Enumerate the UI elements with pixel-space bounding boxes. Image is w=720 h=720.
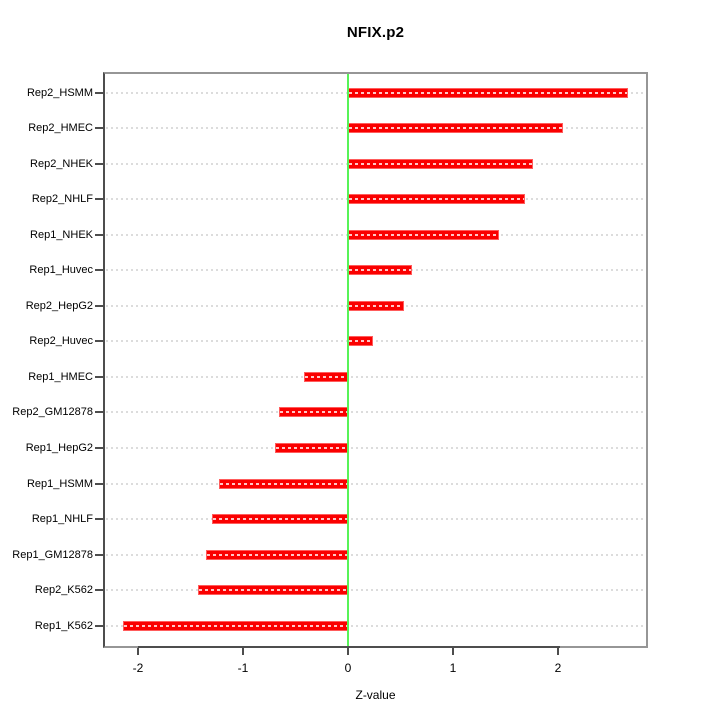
row-guide-line	[106, 340, 645, 343]
bar-guide-dashes	[349, 127, 563, 130]
bar-guide-dashes	[349, 304, 403, 307]
x-tick-label: 1	[449, 661, 457, 675]
y-tick-label: Rep2_HMEC	[28, 122, 93, 135]
x-axis-tick	[347, 648, 349, 655]
x-tick-label: -2	[132, 661, 144, 675]
bar	[348, 158, 533, 169]
y-axis-tick	[95, 162, 103, 165]
bar-guide-dashes	[279, 411, 347, 414]
bar	[211, 514, 348, 525]
bar	[348, 300, 404, 311]
chart-title: NFIX.p2	[346, 24, 405, 41]
x-tick-label: 2	[554, 661, 562, 675]
y-tick-label: Rep2_Huvec	[29, 335, 93, 348]
y-tick-label: Rep1_Huvec	[29, 264, 93, 277]
x-tick-label: 0	[344, 661, 352, 675]
bar	[197, 585, 348, 596]
bar-guide-dashes	[207, 553, 347, 556]
y-axis-tick	[95, 589, 103, 592]
bar	[348, 87, 629, 98]
y-axis-tick	[95, 482, 103, 485]
y-axis-tick	[95, 340, 103, 343]
y-axis-tick	[95, 375, 103, 378]
y-tick-label: Rep2_HSMM	[26, 86, 93, 99]
row-guide-line	[106, 482, 645, 485]
y-tick-label: Rep1_HSMM	[26, 477, 93, 490]
y-tick-label: Rep1_K562	[34, 619, 93, 632]
x-axis-tick	[137, 648, 139, 655]
bar	[348, 194, 526, 205]
x-axis-tick	[242, 648, 244, 655]
row-guide-line	[106, 518, 645, 521]
y-tick-label: Rep1_NHEK	[30, 228, 93, 241]
x-axis-label: Z-value	[355, 688, 396, 702]
y-tick-label: Rep2_K562	[34, 584, 93, 597]
y-axis-tick	[95, 447, 103, 449]
y-tick-label: Rep1_HepG2	[25, 442, 93, 454]
x-axis-line	[138, 646, 560, 648]
y-axis-tick	[95, 269, 103, 272]
bar-guide-dashes	[349, 340, 373, 343]
y-axis-tick	[95, 518, 103, 521]
y-axis-tick	[95, 304, 103, 307]
y-axis-tick	[95, 411, 103, 414]
bar-guide-dashes	[198, 589, 347, 592]
bar-guide-dashes	[212, 518, 347, 521]
y-tick-label: Rep2_NHEK	[30, 157, 93, 170]
row-guide-line	[106, 624, 645, 627]
y-axis-tick	[95, 127, 103, 130]
bar-guide-dashes	[349, 269, 412, 272]
row-guide-line	[106, 589, 645, 592]
row-guide-line	[106, 375, 645, 378]
y-axis-tick	[95, 198, 103, 201]
bar-guide-dashes	[304, 375, 347, 378]
y-axis-tick	[95, 553, 103, 556]
bar	[348, 336, 374, 347]
row-guide-line	[106, 411, 645, 414]
bar-guide-dashes	[219, 482, 347, 485]
bar-guide-dashes	[349, 91, 628, 94]
bar	[278, 407, 348, 418]
bar	[274, 443, 348, 453]
y-tick-label: Rep2_HepG2	[25, 299, 93, 312]
y-axis-tick	[95, 624, 103, 627]
y-axis-tick	[95, 91, 103, 94]
y-tick-label: Rep2_NHLF	[31, 193, 93, 206]
y-tick-label: Rep1_NHLF	[31, 513, 93, 526]
x-axis-tick	[557, 648, 559, 655]
bar-guide-dashes	[124, 624, 347, 627]
bar	[348, 229, 500, 240]
x-axis-tick	[452, 648, 454, 655]
bar	[218, 478, 348, 489]
bar	[206, 549, 348, 560]
x-tick-label: -1	[237, 661, 249, 675]
bar-guide-dashes	[349, 233, 499, 236]
row-guide-line	[106, 447, 645, 449]
zero-reference-line	[347, 74, 349, 646]
y-axis-tick	[95, 233, 103, 236]
row-guide-line	[106, 553, 645, 556]
y-tick-label: Rep1_GM12878	[12, 548, 93, 561]
bar	[348, 123, 564, 134]
bar-guide-dashes	[349, 198, 525, 201]
bar	[303, 371, 348, 382]
bar-guide-dashes	[275, 447, 347, 449]
bar-guide-dashes	[349, 162, 532, 165]
y-tick-label: Rep2_GM12878	[12, 406, 93, 419]
bar	[123, 620, 348, 631]
y-tick-label: Rep1_HMEC	[28, 370, 93, 383]
bar	[348, 265, 413, 276]
